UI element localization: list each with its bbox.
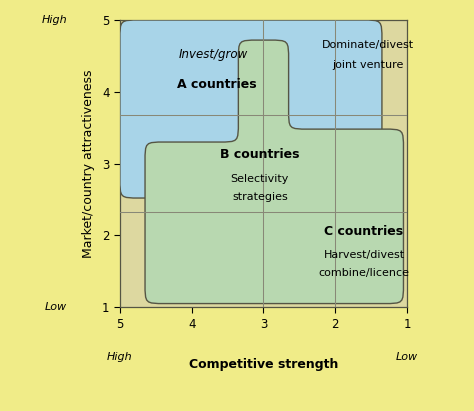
Text: Low: Low [396, 351, 418, 362]
Text: B countries: B countries [220, 148, 300, 162]
X-axis label: Competitive strength: Competitive strength [189, 358, 338, 372]
Text: joint venture: joint venture [332, 60, 403, 69]
Text: C countries: C countries [324, 225, 403, 238]
Text: Harvest/divest: Harvest/divest [323, 250, 404, 260]
Text: strategies: strategies [232, 192, 288, 202]
Text: combine/licence: combine/licence [319, 268, 410, 278]
Text: Dominate/divest: Dominate/divest [321, 40, 414, 50]
Text: Low: Low [45, 302, 67, 312]
Text: A countries: A countries [177, 78, 256, 91]
Text: Selectivity: Selectivity [231, 174, 289, 185]
Text: Invest/grow: Invest/grow [179, 48, 248, 61]
Y-axis label: Market/country attractiveness: Market/country attractiveness [82, 69, 95, 258]
Text: High: High [42, 15, 67, 25]
PathPatch shape [145, 40, 403, 304]
PathPatch shape [120, 20, 382, 287]
Text: High: High [107, 351, 133, 362]
